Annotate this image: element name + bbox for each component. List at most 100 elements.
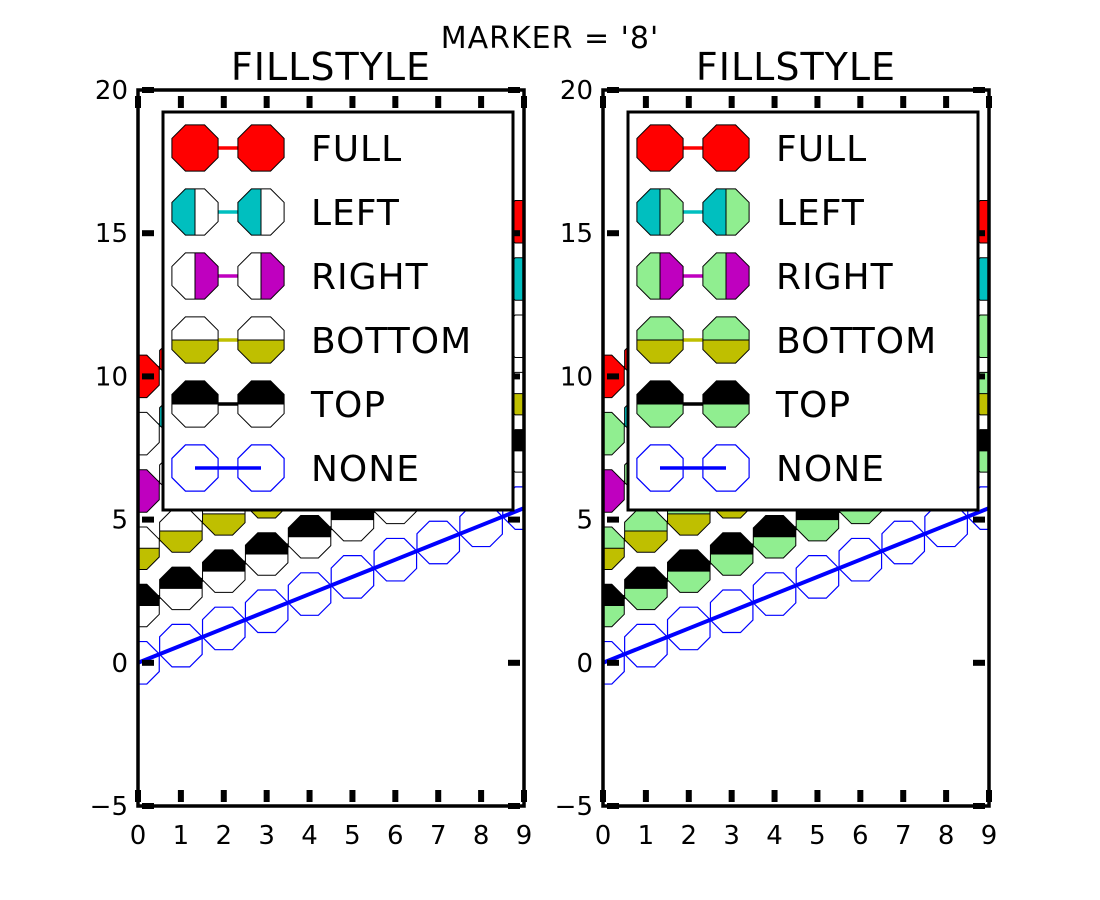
legend-marker — [702, 380, 750, 428]
y-tick-label: 15 — [95, 219, 128, 249]
x-tick-mark-top — [728, 96, 735, 108]
data-point-marker — [667, 549, 711, 593]
y-tick-label: 0 — [111, 649, 128, 679]
x-tick-mark-top — [306, 96, 313, 108]
x-tick-mark — [435, 790, 442, 802]
axes-frame — [601, 88, 991, 808]
data-point-marker — [138, 411, 160, 456]
data-point-marker — [201, 606, 246, 651]
x-tick-label: 1 — [173, 821, 190, 851]
x-tick-mark-top — [857, 96, 864, 108]
legend-marker — [636, 444, 684, 492]
legend-entry-none: NONE — [171, 444, 420, 492]
y-tick-mark-right — [973, 803, 985, 809]
legend: FULL LEFT RIGHT BOTTOM TOP NONE — [626, 110, 980, 512]
legend-marker — [636, 316, 684, 364]
legend-marker — [237, 188, 285, 236]
legend-marker — [171, 444, 219, 492]
legend-label: TOP — [775, 385, 851, 426]
x-tick-mark — [521, 790, 527, 802]
data-point-marker — [795, 555, 840, 599]
x-tick-mark-top — [642, 96, 649, 108]
data-point-marker — [330, 555, 375, 599]
legend-frame — [161, 110, 515, 512]
legend-label: FULL — [311, 129, 402, 170]
y-tick-label: 0 — [576, 649, 593, 679]
legend-frame — [626, 110, 980, 512]
y-tick-mark — [607, 516, 619, 523]
data-point-marker — [709, 532, 754, 576]
y-tick-mark — [142, 373, 154, 380]
legend-label: LEFT — [776, 193, 865, 234]
y-tick-mark — [607, 659, 619, 666]
legend-marker — [171, 124, 219, 172]
x-tick-mark-top — [900, 96, 907, 108]
y-tick-mark — [607, 373, 619, 380]
legend-marker — [702, 316, 750, 364]
data-point-marker — [624, 623, 668, 668]
x-tick-mark — [220, 790, 227, 802]
y-tick-mark-right — [973, 516, 985, 523]
data-point-marker — [138, 640, 160, 685]
x-tick-mark — [642, 790, 649, 802]
y-tick-mark — [607, 803, 619, 809]
x-tick-mark — [177, 790, 184, 802]
x-tick-mark-top — [263, 96, 270, 108]
x-tick-mark — [135, 790, 141, 802]
x-tick-mark-top — [478, 96, 485, 108]
data-point-marker — [287, 572, 332, 616]
y-tick-label: 5 — [111, 506, 128, 536]
x-tick-mark — [771, 790, 778, 802]
legend-marker — [702, 444, 750, 492]
y-tick-label: 20 — [95, 76, 128, 106]
x-tick-mark-top — [392, 96, 399, 108]
y-tick-mark — [142, 659, 154, 666]
panel-title: FILLSTYLE — [231, 45, 431, 89]
legend-entry-top: TOP — [636, 380, 851, 428]
x-tick-label: 9 — [981, 821, 998, 851]
legend-marker — [702, 252, 750, 300]
y-tick-label: 10 — [560, 362, 593, 392]
y-tick-mark — [142, 516, 154, 523]
x-tick-mark — [857, 790, 864, 802]
legend-entry-bottom: BOTTOM — [636, 316, 936, 364]
legend-entry-top: TOP — [171, 380, 385, 428]
legend-entry-right: RIGHT — [171, 252, 428, 300]
y-tick-mark-right — [508, 516, 520, 523]
data-point-marker — [752, 515, 797, 559]
legend-marker — [171, 316, 219, 364]
series-none — [603, 486, 989, 685]
x-tick-mark — [349, 790, 356, 802]
legend-label: NONE — [311, 449, 420, 490]
x-tick-label: 0 — [595, 821, 612, 851]
x-tick-label: 2 — [216, 821, 233, 851]
y-tick-mark-right — [508, 87, 520, 93]
x-tick-label: 9 — [516, 821, 533, 851]
x-tick-mark — [306, 790, 313, 802]
x-tick-label: 2 — [681, 821, 698, 851]
y-tick-mark-right — [508, 803, 520, 809]
data-point-marker — [138, 469, 160, 513]
data-point-marker — [244, 589, 289, 634]
x-tick-mark — [986, 790, 992, 802]
x-tick-label: 6 — [387, 821, 404, 851]
data-point-marker — [603, 526, 625, 570]
data-point-marker — [287, 515, 332, 559]
figure-suptitle: MARKER = '8' — [441, 21, 660, 56]
y-tick-mark — [142, 230, 154, 237]
legend-label: LEFT — [311, 193, 400, 234]
data-point-marker — [838, 537, 883, 582]
legend-marker — [171, 188, 219, 236]
data-point-marker — [624, 509, 668, 553]
x-tick-mark-top — [943, 96, 950, 108]
y-tick-mark — [607, 230, 619, 237]
x-tick-mark — [600, 790, 606, 802]
x-tick-label: 3 — [258, 821, 275, 851]
legend-entry-full: FULL — [171, 124, 402, 172]
x-tick-mark — [478, 790, 485, 802]
y-tick-label: 20 — [560, 76, 593, 106]
x-tick-label: 0 — [130, 821, 147, 851]
legend-marker — [702, 188, 750, 236]
